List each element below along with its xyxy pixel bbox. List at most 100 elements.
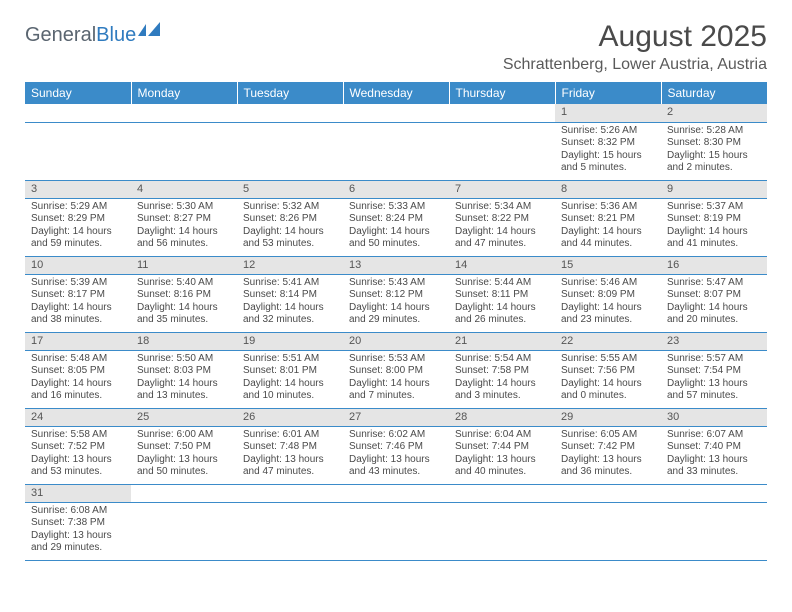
info-row: Sunrise: 5:29 AMSunset: 8:29 PMDaylight:… [25, 198, 767, 256]
sunrise-line: Sunrise: 5:54 AM [455, 353, 549, 366]
day-info-cell [237, 502, 343, 560]
sunset-line: Sunset: 7:56 PM [561, 365, 655, 378]
day-number-cell: 15 [555, 256, 661, 274]
day-info-cell: Sunrise: 6:05 AMSunset: 7:42 PMDaylight:… [555, 426, 661, 484]
day-info-cell [449, 502, 555, 560]
daylight-line: Daylight: 14 hours and 29 minutes. [349, 302, 443, 327]
sunset-line: Sunset: 7:46 PM [349, 441, 443, 454]
daylight-line: Daylight: 13 hours and 29 minutes. [31, 530, 125, 555]
day-number-cell [449, 104, 555, 122]
daylight-line: Daylight: 14 hours and 50 minutes. [349, 226, 443, 251]
sunset-line: Sunset: 7:38 PM [31, 517, 125, 530]
info-row: Sunrise: 5:48 AMSunset: 8:05 PM Daylight:… [25, 350, 767, 408]
sunrise-line: Sunrise: 5:53 AM [349, 353, 443, 366]
weekday-header: Saturday [661, 82, 767, 104]
location: Schrattenberg, Lower Austria, Austria [503, 56, 767, 74]
day-info-cell: Sunrise: 5:47 AMSunset: 8:07 PMDaylight:… [661, 274, 767, 332]
daylight-line: Daylight: 14 hours and 53 minutes. [243, 226, 337, 251]
day-info-cell [25, 122, 131, 180]
daylight-line: Daylight: 14 hours and 47 minutes. [455, 226, 549, 251]
weekday-header-row: Sunday Monday Tuesday Wednesday Thursday… [25, 82, 767, 104]
day-number-cell: 29 [555, 408, 661, 426]
day-number-cell: 14 [449, 256, 555, 274]
daylight-line: Daylight: 15 hours and 2 minutes. [667, 150, 761, 175]
sunset-line: Sunset: 8:32 PM [561, 137, 655, 150]
sunrise-line: Sunrise: 5:36 AM [561, 201, 655, 214]
calendar-table: Sunday Monday Tuesday Wednesday Thursday… [25, 82, 767, 561]
sunrise-line: Sunrise: 5:32 AM [243, 201, 337, 214]
sunrise-line: Sunrise: 5:47 AM [667, 277, 761, 290]
day-number-cell: 18 [131, 332, 237, 350]
day-number-cell [343, 104, 449, 122]
day-number-cell: 16 [661, 256, 767, 274]
day-number-cell [237, 104, 343, 122]
daylight-line: Daylight: 14 hours and 0 minutes. [561, 378, 655, 403]
sunrise-line: Sunrise: 5:28 AM [667, 125, 761, 138]
day-info-cell: Sunrise: 5:26 AMSunset: 8:32 PMDaylight:… [555, 122, 661, 180]
weekday-header: Wednesday [343, 82, 449, 104]
daynum-row: 3456789 [25, 180, 767, 198]
daylight-line: Daylight: 14 hours and 35 minutes. [137, 302, 231, 327]
sunrise-line: Sunrise: 5:57 AM [667, 353, 761, 366]
sunrise-line: Sunrise: 5:30 AM [137, 201, 231, 214]
sunrise-line: Sunrise: 5:58 AM [31, 429, 125, 442]
day-number-cell: 5 [237, 180, 343, 198]
day-number-cell: 11 [131, 256, 237, 274]
weekday-header: Friday [555, 82, 661, 104]
day-info-cell: Sunrise: 5:32 AMSunset: 8:26 PMDaylight:… [237, 198, 343, 256]
day-number-cell [661, 484, 767, 502]
daynum-row: 31 [25, 484, 767, 502]
day-info-cell: Sunrise: 5:57 AMSunset: 7:54 PMDaylight:… [661, 350, 767, 408]
day-info-cell: Sunrise: 5:44 AMSunset: 8:11 PMDaylight:… [449, 274, 555, 332]
daylight-line: Daylight: 13 hours and 43 minutes. [349, 454, 443, 479]
day-info-cell: Sunrise: 5:43 AMSunset: 8:12 PMDaylight:… [343, 274, 449, 332]
daylight-line: Daylight: 14 hours and 44 minutes. [561, 226, 655, 251]
logo-blue-text: Blue [96, 24, 136, 46]
day-info-cell: Sunrise: 5:40 AMSunset: 8:16 PMDaylight:… [131, 274, 237, 332]
sunset-line: Sunset: 7:58 PM [455, 365, 549, 378]
day-number-cell [555, 484, 661, 502]
weekday-header: Thursday [449, 82, 555, 104]
day-info-cell [449, 122, 555, 180]
day-info-cell [555, 502, 661, 560]
sunset-line: Sunset: 8:01 PM [243, 365, 337, 378]
day-number-cell: 10 [25, 256, 131, 274]
day-number-cell [131, 104, 237, 122]
sunrise-line: Sunrise: 5:40 AM [137, 277, 231, 290]
day-number-cell: 9 [661, 180, 767, 198]
weekday-header: Tuesday [237, 82, 343, 104]
sunset-line: Sunset: 8:17 PM [31, 289, 125, 302]
sunrise-line: Sunrise: 5:51 AM [243, 353, 337, 366]
daylight-line: Daylight: 14 hours and 7 minutes. [349, 378, 443, 403]
day-info-cell: Sunrise: 6:07 AMSunset: 7:40 PMDaylight:… [661, 426, 767, 484]
day-number-cell: 27 [343, 408, 449, 426]
weekday-header: Monday [131, 82, 237, 104]
sunset-line: Sunset: 8:05 PM [31, 365, 125, 378]
sunrise-line: Sunrise: 5:26 AM [561, 125, 655, 138]
day-info-cell [343, 502, 449, 560]
sunset-line: Sunset: 8:14 PM [243, 289, 337, 302]
day-info-cell: Sunrise: 5:55 AMSunset: 7:56 PMDaylight:… [555, 350, 661, 408]
info-row: Sunrise: 5:26 AMSunset: 8:32 PM Daylight:… [25, 122, 767, 180]
daynum-row: 17181920212223 [25, 332, 767, 350]
sunset-line: Sunset: 7:48 PM [243, 441, 337, 454]
day-info-cell: Sunrise: 6:04 AMSunset: 7:44 PMDaylight:… [449, 426, 555, 484]
title-block: August 2025 Schrattenberg, Lower Austria… [503, 20, 767, 74]
sunrise-line: Sunrise: 6:00 AM [137, 429, 231, 442]
sunset-line: Sunset: 8:21 PM [561, 213, 655, 226]
daylight-line: Daylight: 14 hours and 13 minutes. [137, 378, 231, 403]
daylight-line: Daylight: 13 hours and 47 minutes. [243, 454, 337, 479]
day-info-cell: Sunrise: 5:29 AMSunset: 8:29 PMDaylight:… [25, 198, 131, 256]
day-number-cell: 4 [131, 180, 237, 198]
day-info-cell: Sunrise: 5:41 AMSunset: 8:14 PMDaylight:… [237, 274, 343, 332]
sunrise-line: Sunrise: 5:48 AM [31, 353, 125, 366]
day-info-cell [343, 122, 449, 180]
sunrise-line: Sunrise: 6:08 AM [31, 505, 125, 518]
day-number-cell [343, 484, 449, 502]
day-info-cell: Sunrise: 6:01 AMSunset: 7:48 PMDaylight:… [237, 426, 343, 484]
sunset-line: Sunset: 8:29 PM [31, 213, 125, 226]
sunset-line: Sunset: 8:00 PM [349, 365, 443, 378]
day-number-cell: 26 [237, 408, 343, 426]
sunrise-line: Sunrise: 5:44 AM [455, 277, 549, 290]
sunset-line: Sunset: 7:40 PM [667, 441, 761, 454]
